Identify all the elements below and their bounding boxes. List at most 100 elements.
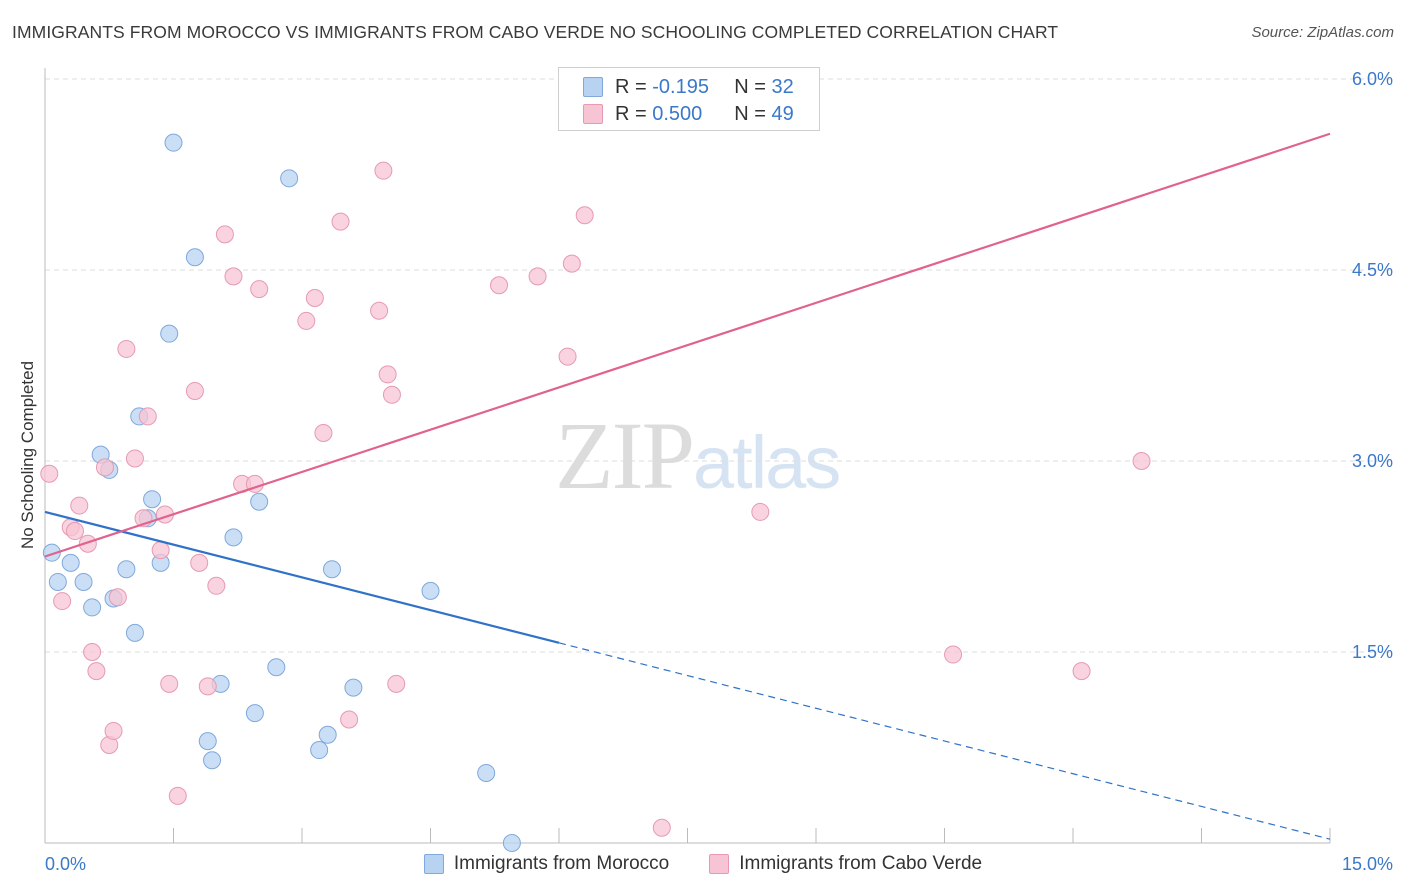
cabo-verde-point <box>562 254 581 273</box>
morocco-point <box>203 751 222 770</box>
cabo-verde-point <box>331 212 350 231</box>
cabo-verde-point <box>558 347 577 366</box>
cabo-verde-point <box>751 502 770 521</box>
cabo-verde-trendline <box>44 132 1331 558</box>
cabo-verde-point <box>297 311 316 330</box>
cabo-verde-point <box>168 786 187 805</box>
legend-row-morocco: R = -0.195 N = 32 <box>583 74 794 100</box>
watermark: ZIPatlas <box>555 400 841 511</box>
cabo-verde-point <box>340 710 359 729</box>
y-tick-label: 3.0% <box>1352 451 1393 471</box>
morocco-point <box>42 543 61 562</box>
morocco-point <box>245 704 264 723</box>
legend-swatch-morocco <box>583 77 603 97</box>
cabo-verde-point <box>250 280 269 299</box>
cabo-verde-point <box>382 385 401 404</box>
legend-r-label: R = <box>615 102 653 125</box>
chart-title: IMMIGRANTS FROM MOROCCO VS IMMIGRANTS FR… <box>12 22 1059 42</box>
morocco-point <box>160 324 179 343</box>
legend-r-label: R = <box>615 75 653 98</box>
cabo-verde-point <box>138 407 157 426</box>
cabo-verde-point <box>117 339 136 358</box>
morocco-point <box>117 560 136 579</box>
cabo-verde-point <box>387 674 406 693</box>
cabo-verde-point <box>207 576 226 595</box>
source-credit: Source: ZipAtlas.com <box>1251 24 1394 41</box>
series-legend-morocco: Immigrants from Morocco <box>423 851 670 877</box>
morocco-point <box>267 658 286 677</box>
morocco-point <box>322 560 341 579</box>
morocco-point <box>250 492 269 511</box>
morocco-point <box>318 725 337 744</box>
morocco-point <box>143 490 162 509</box>
morocco-point <box>477 763 496 782</box>
morocco-point <box>344 678 363 697</box>
series-legend: Immigrants from Morocco Immigrants from … <box>0 851 1406 877</box>
cabo-verde-point <box>190 553 209 572</box>
cabo-verde-point <box>108 588 127 607</box>
series-legend-cabo-verde: Immigrants from Cabo Verde <box>709 851 982 877</box>
cabo-verde-point <box>215 225 234 244</box>
legend-n-label: N = <box>734 102 772 125</box>
cabo-verde-point <box>1072 662 1091 681</box>
watermark-atlas: atlas <box>693 421 841 504</box>
morocco-point <box>61 553 80 572</box>
cabo-verde-point <box>224 267 243 286</box>
cabo-verde-point <box>70 496 89 515</box>
legend-n-value: 32 <box>771 75 794 98</box>
series-name-morocco: Immigrants from Morocco <box>453 853 670 874</box>
cabo-verde-point <box>53 592 72 611</box>
y-tick-label: 6.0% <box>1352 69 1393 89</box>
cabo-verde-point <box>95 458 114 477</box>
cabo-verde-point <box>78 534 97 553</box>
morocco-point <box>125 623 144 642</box>
morocco-point <box>83 598 102 617</box>
morocco-point <box>198 732 217 751</box>
cabo-verde-point <box>528 267 547 286</box>
cabo-verde-point <box>575 206 594 225</box>
cabo-verde-point <box>151 541 170 560</box>
morocco-point <box>280 169 299 188</box>
morocco-point <box>310 741 329 760</box>
morocco-point <box>74 572 93 591</box>
y-tick-label: 4.5% <box>1352 260 1393 280</box>
cabo-verde-point <box>305 289 324 308</box>
cabo-verde-point <box>370 301 389 320</box>
series-name-cabo-verde: Immigrants from Cabo Verde <box>739 853 983 874</box>
cabo-verde-point <box>83 643 102 661</box>
cabo-verde-point <box>944 645 963 664</box>
cabo-verde-point <box>125 449 144 468</box>
legend-n-label: N = <box>734 75 772 98</box>
legend-row-cabo-verde: R = 0.500 N = 49 <box>583 101 794 127</box>
cabo-verde-point <box>65 522 84 541</box>
cabo-verde-point <box>652 818 671 837</box>
legend-r-value: 0.500 <box>652 102 703 125</box>
cabo-verde-point <box>104 721 123 740</box>
cabo-verde-point <box>198 677 217 696</box>
morocco-point <box>164 133 183 152</box>
y-axis-label: No Schooling Completed <box>18 360 37 550</box>
cabo-verde-point <box>314 423 333 442</box>
cabo-verde-point <box>378 365 397 384</box>
morocco-point <box>502 834 521 852</box>
cabo-verde-point <box>1132 452 1151 470</box>
legend-swatch-cabo-verde <box>583 104 603 124</box>
morocco-point <box>421 581 440 600</box>
x-tick-label: 0.0% <box>45 854 86 874</box>
morocco-point <box>48 572 67 591</box>
cabo-verde-point <box>490 276 509 295</box>
cabo-verde-point <box>87 662 106 681</box>
morocco-point <box>185 248 204 267</box>
series-swatch-morocco <box>423 854 444 874</box>
series-swatch-cabo-verde <box>709 854 730 874</box>
cabo-verde-point <box>374 161 393 180</box>
cabo-verde-point <box>40 464 59 483</box>
cabo-verde-point <box>160 674 179 693</box>
morocco-trendline <box>44 510 560 644</box>
watermark-zip: ZIP <box>555 402 695 509</box>
cabo-verde-point <box>185 381 204 400</box>
y-tick-label: 1.5% <box>1352 642 1393 662</box>
legend-n-value: 49 <box>771 102 794 125</box>
morocco-point <box>224 528 243 547</box>
